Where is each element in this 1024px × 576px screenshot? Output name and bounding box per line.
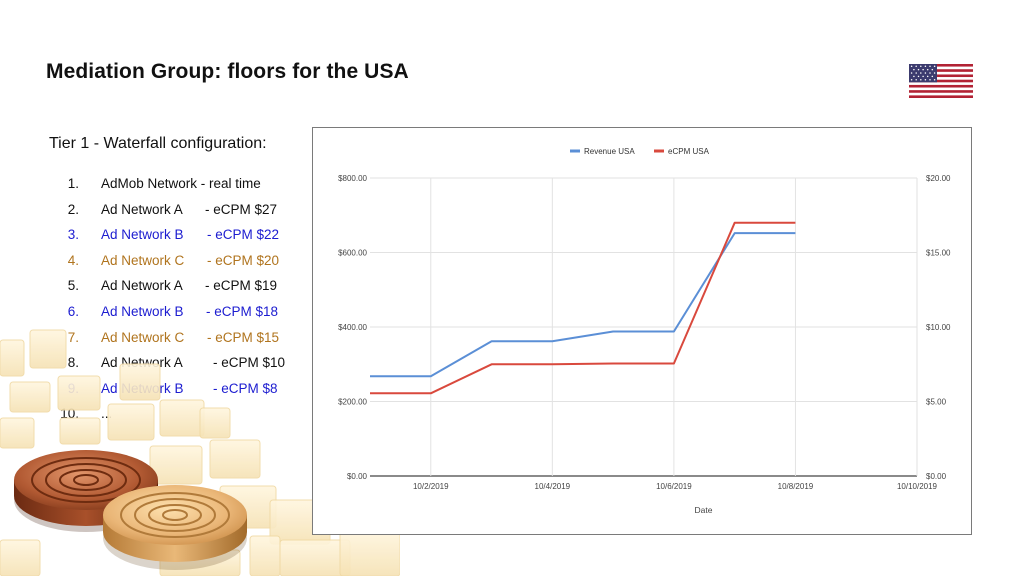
x-tick-label: 10/10/2019 (897, 482, 938, 491)
waterfall-item-number: 8. (67, 355, 79, 371)
checkers-decoration (0, 329, 400, 576)
y-tick-left: $200.00 (338, 398, 367, 407)
waterfall-item-number: 3. (67, 227, 79, 243)
series-line-ecpm (370, 221, 796, 395)
us-flag-icon (909, 64, 973, 98)
waterfall-item-network: Ad Network A (101, 201, 183, 217)
waterfall-item-number: 6. (67, 303, 79, 319)
waterfall-item-network: ... (101, 406, 113, 422)
y-tick-right: $20.00 (926, 174, 951, 183)
waterfall-item-floor: - eCPM $18 (206, 303, 279, 319)
x-tick-label: 10/4/2019 (535, 482, 571, 491)
waterfall-item-floor: - eCPM $22 (207, 227, 280, 243)
waterfall-item-network: AdMob Network - real time (101, 176, 261, 191)
y-tick-left: $800.00 (338, 174, 367, 183)
y-tick-left: $600.00 (338, 249, 367, 258)
revenue-ecpm-line-chart: $0.00 $200.00 $400.00 $600.00 $800.00 $0.00 $5… (338, 147, 951, 515)
waterfall-item-number: 4. (67, 252, 79, 268)
waterfall-item-number: 2. (67, 201, 79, 217)
x-tick-label: 10/6/2019 (656, 482, 692, 491)
series-line-revenue (370, 232, 796, 378)
y-tick-right: $0.00 (926, 472, 947, 481)
waterfall-item-number: 5. (67, 278, 79, 294)
waterfall-item-network: Ad Network A (101, 278, 183, 294)
waterfall-item-floor: - eCPM $19 (205, 278, 278, 294)
waterfall-item-number: 7. (67, 329, 79, 345)
x-tick-label: 10/2/2019 (413, 482, 449, 491)
x-tick-label: 10/8/2019 (778, 482, 814, 491)
y-tick-right: $5.00 (926, 398, 947, 407)
waterfall-item-floor: - eCPM $20 (207, 252, 280, 268)
waterfall-item-network: Ad Network B (101, 227, 184, 243)
waterfall-item-network: Ad Network C (101, 252, 185, 268)
y-tick-left: $0.00 (347, 472, 368, 481)
waterfall-item-floor: - eCPM $15 (207, 329, 280, 345)
waterfall-item-floor: - eCPM $10 (213, 355, 286, 371)
waterfall-item-network: Ad Network C (101, 329, 185, 345)
waterfall-item-floor: - eCPM $27 (205, 201, 278, 217)
y-tick-right: $15.00 (926, 249, 951, 258)
waterfall-item-network: Ad Network B (101, 303, 184, 319)
y-tick-left: $400.00 (338, 323, 367, 332)
waterfall-heading: Tier 1 - Waterfall configuration: (49, 135, 267, 152)
waterfall-item-floor: - eCPM $8 (213, 380, 278, 396)
x-axis-label: Date (695, 505, 713, 515)
legend-label: Revenue USA (584, 147, 635, 156)
slide-title: Mediation Group: floors for the USA (46, 60, 409, 83)
waterfall-item-number: 1. (67, 176, 79, 191)
y-tick-right: $10.00 (926, 323, 951, 332)
legend-label: eCPM USA (668, 147, 710, 156)
